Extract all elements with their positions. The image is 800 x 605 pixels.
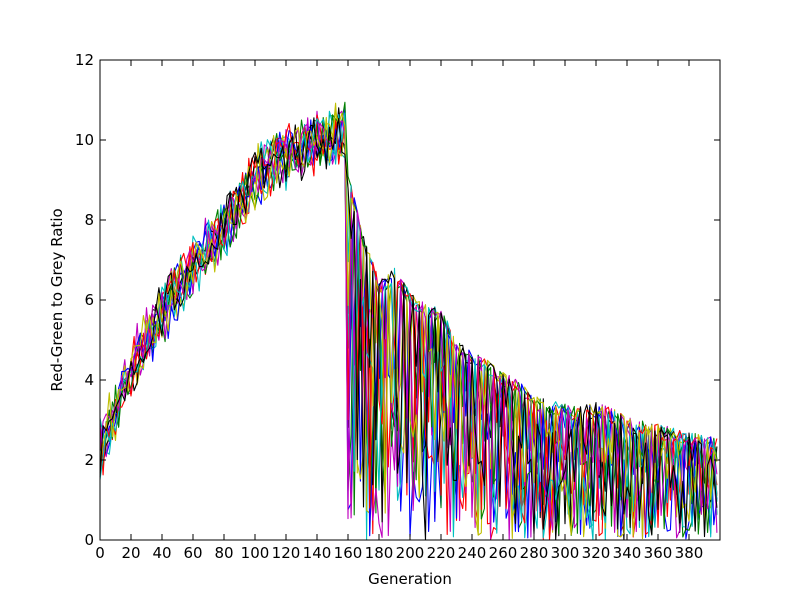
y-tick-label: 12: [75, 51, 94, 69]
ticks-layer: 0 20 40 60 80 100 120 140 160 180 200 220 240 260 280 3…: [75, 51, 720, 562]
x-axis-label: Generation: [368, 570, 452, 588]
x-tick-label: 280: [520, 544, 549, 562]
y-axis-label: Red-Green to Grey Ratio: [48, 208, 66, 391]
x-tick-label: 340: [613, 544, 642, 562]
x-tick-label: 100: [241, 544, 270, 562]
x-tick-label: 360: [644, 544, 673, 562]
x-tick-label: 260: [489, 544, 518, 562]
series-line: [99, 117, 718, 541]
x-tick-label: 380: [675, 544, 704, 562]
y-tick-label: 6: [84, 291, 94, 309]
x-tick-label: 0: [95, 544, 105, 562]
series-layer: [99, 101, 718, 541]
x-tick-label: 20: [121, 544, 140, 562]
y-tick-label: 8: [84, 211, 94, 229]
x-tick-label: 120: [272, 544, 301, 562]
x-tick-label: 80: [214, 544, 233, 562]
plot-frame: [99, 59, 721, 541]
y-tick-label: 0: [84, 531, 94, 549]
x-tick-label: 140: [303, 544, 332, 562]
x-tick-label: 240: [458, 544, 487, 562]
x-tick-label: 160: [334, 544, 363, 562]
y-tick-label: 10: [75, 131, 94, 149]
y-tick-label: 2: [84, 451, 94, 469]
x-tick-label: 200: [396, 544, 425, 562]
y-tick-label: 4: [84, 371, 94, 389]
x-tick-label: 40: [152, 544, 171, 562]
x-tick-label: 220: [427, 544, 456, 562]
x-tick-label: 300: [551, 544, 580, 562]
x-tick-label: 180: [365, 544, 394, 562]
x-tick-label: 320: [582, 544, 611, 562]
x-tick-label: 60: [183, 544, 202, 562]
